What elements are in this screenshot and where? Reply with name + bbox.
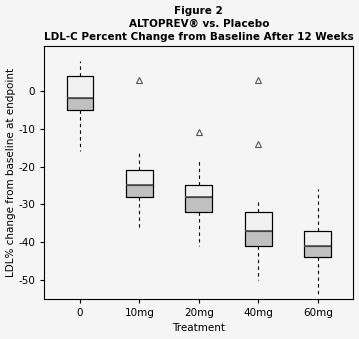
Bar bbox=[245, 212, 272, 231]
Y-axis label: LDL% change from baseline at endpoint: LDL% change from baseline at endpoint bbox=[5, 67, 15, 277]
Bar bbox=[186, 185, 212, 197]
Title: Figure 2
ALTOPREV® vs. Placebo
LDL-C Percent Change from Baseline After 12 Weeks: Figure 2 ALTOPREV® vs. Placebo LDL-C Per… bbox=[44, 5, 354, 42]
Bar bbox=[66, 98, 93, 110]
Bar bbox=[186, 197, 212, 212]
Bar bbox=[245, 231, 272, 246]
Bar bbox=[66, 76, 93, 110]
Bar bbox=[126, 170, 153, 197]
Bar bbox=[304, 231, 331, 257]
X-axis label: Treatment: Treatment bbox=[172, 323, 225, 334]
Bar bbox=[186, 185, 212, 212]
Bar bbox=[245, 212, 272, 246]
Bar bbox=[126, 170, 153, 185]
Bar bbox=[304, 246, 331, 257]
Bar bbox=[304, 231, 331, 246]
Bar bbox=[126, 185, 153, 197]
Bar bbox=[66, 76, 93, 98]
